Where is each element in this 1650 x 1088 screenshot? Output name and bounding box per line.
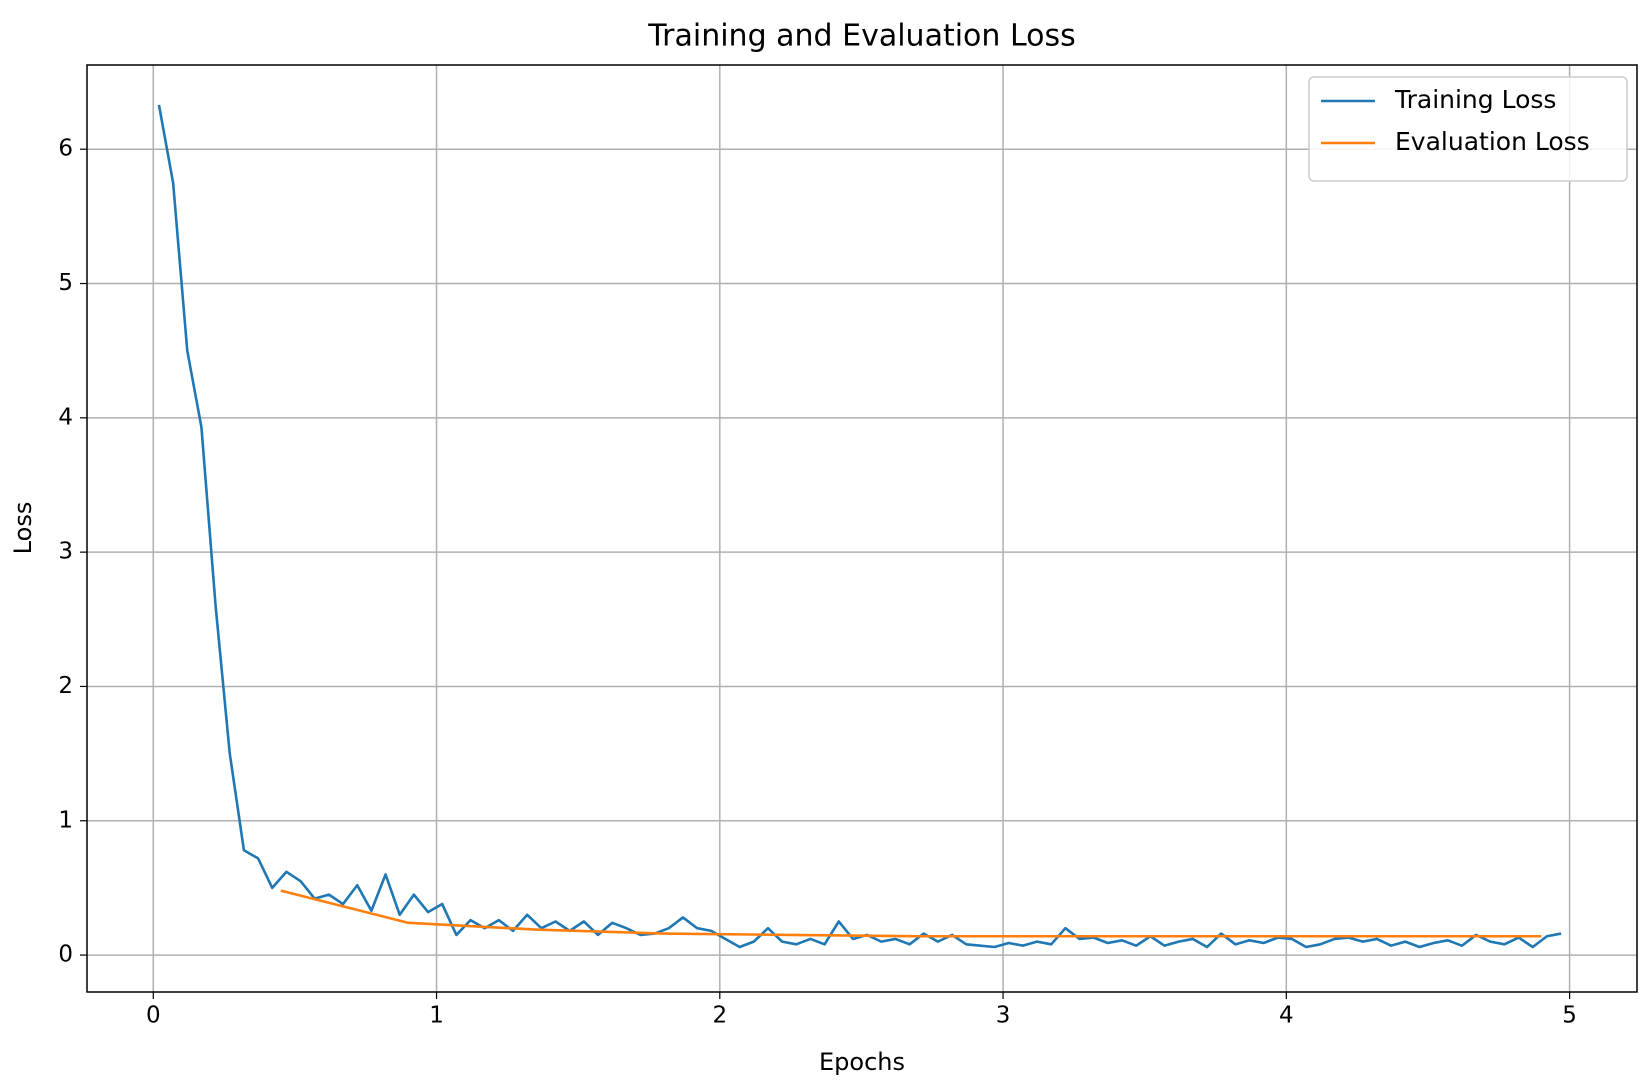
y-tick-label: 0 — [58, 942, 73, 968]
legend-box — [1308, 76, 1628, 182]
x-tick-label: 5 — [1562, 1003, 1577, 1029]
y-tick-label: 5 — [58, 270, 73, 296]
x-axis-label: Epochs — [819, 1048, 905, 1076]
legend: Training Loss Evaluation Loss — [1308, 76, 1628, 182]
x-tick-label: 3 — [996, 1003, 1011, 1029]
y-tick-label: 6 — [58, 136, 73, 162]
chart-title: Training and Evaluation Loss — [647, 19, 1076, 54]
y-axis-label: Loss — [9, 502, 37, 555]
x-tick-label: 0 — [146, 1003, 161, 1029]
x-tick-label: 2 — [712, 1003, 727, 1029]
y-tick-label: 1 — [58, 807, 73, 833]
legend-label: Evaluation Loss — [1395, 127, 1590, 156]
plot-frame — [86, 64, 1638, 993]
y-tick-label: 4 — [58, 404, 73, 430]
x-tick-label: 4 — [1279, 1003, 1294, 1029]
data-line — [280, 889, 1542, 938]
y-tick-label: 2 — [58, 673, 73, 699]
legend-label: Training Loss — [1394, 85, 1556, 114]
y-tick-label: 3 — [58, 539, 73, 565]
x-tick-label: 1 — [429, 1003, 444, 1029]
